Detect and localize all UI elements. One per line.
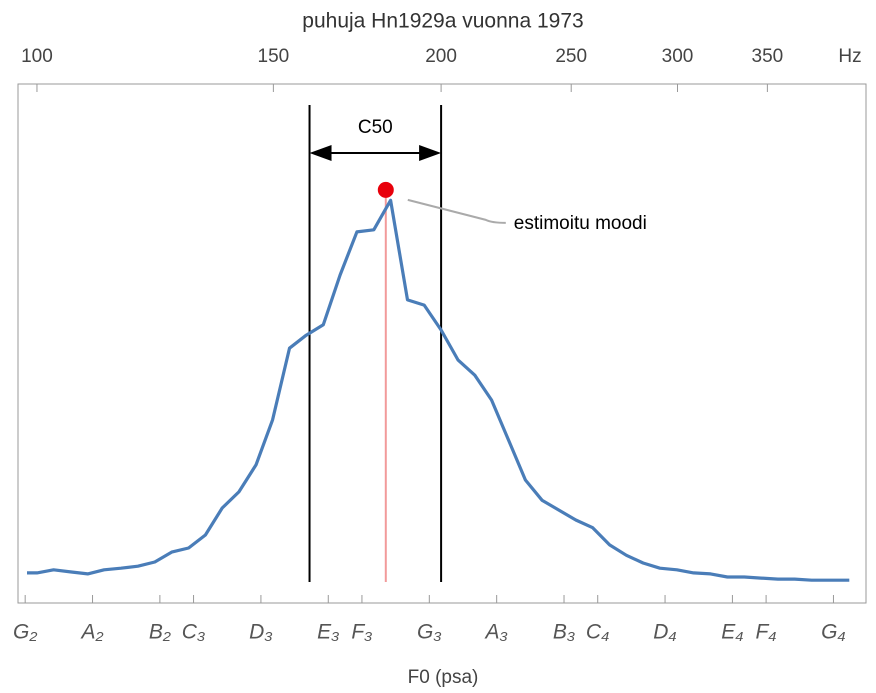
x-tick-label: C₄: [586, 621, 610, 644]
mode-leader: [407, 198, 506, 224]
x2-unit-label: Hz: [838, 46, 861, 67]
mode-label: estimoitu moodi: [514, 213, 647, 234]
x-tick-label: A₃: [483, 621, 507, 644]
x-tick-label: A₂: [80, 621, 104, 644]
x2-tick-label: 300: [662, 46, 694, 67]
x-tick-label: G₃: [417, 621, 442, 644]
x-tick-label: D₃: [249, 621, 273, 644]
x-tick-label: B₂: [149, 621, 171, 644]
c50-arrowhead: [419, 145, 442, 161]
c50-label: C50: [358, 117, 393, 138]
density-line: [27, 198, 850, 582]
x-tick-label: B₃: [553, 621, 575, 644]
x2-tick-label: 100: [21, 46, 53, 67]
x-axis-label: F0 (psa): [408, 667, 479, 688]
x-tick-label: E₃: [317, 621, 339, 644]
x-tick-label: D₄: [653, 621, 677, 644]
chart-title: puhuja Hn1929a vuonna 1973: [302, 10, 583, 33]
x-tick-label: F₃: [351, 621, 372, 644]
x-tick-label: G₂: [13, 621, 37, 644]
x2-tick-label: 250: [555, 46, 587, 67]
x-tick-label: C₃: [182, 621, 206, 644]
mode-point: [377, 181, 394, 198]
x2-tick-label: 350: [752, 46, 784, 67]
x2-tick-label: 200: [425, 46, 457, 67]
x-tick-label: E₄: [721, 621, 743, 644]
x-tick-label: G₄: [821, 621, 846, 644]
c50-arrowhead: [309, 145, 332, 161]
x2-tick-label: 150: [258, 46, 290, 67]
plot-frame: [17, 83, 867, 604]
x-tick-label: F₄: [755, 621, 776, 644]
